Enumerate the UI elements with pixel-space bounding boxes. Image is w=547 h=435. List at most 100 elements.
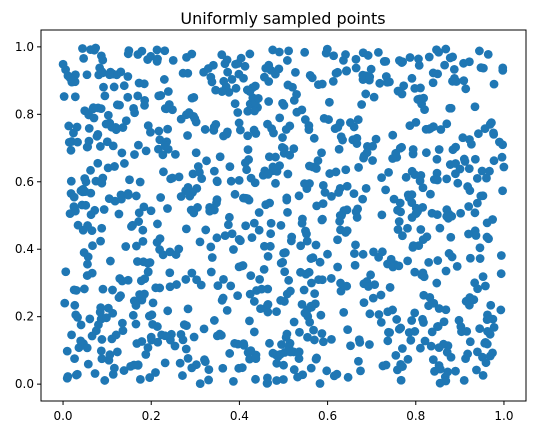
- data-point: [244, 155, 253, 164]
- data-point: [108, 141, 118, 151]
- data-point: [123, 92, 133, 102]
- data-point: [152, 322, 162, 331]
- data-point: [300, 47, 310, 57]
- data-point: [336, 286, 346, 296]
- data-point: [318, 181, 328, 190]
- data-point: [350, 249, 359, 258]
- data-point: [296, 241, 306, 251]
- data-point: [104, 194, 114, 203]
- data-point: [418, 202, 428, 212]
- data-point: [79, 248, 89, 257]
- data-point: [263, 169, 273, 179]
- data-point: [195, 237, 205, 247]
- data-point: [336, 132, 346, 142]
- data-point: [195, 379, 205, 389]
- data-point: [109, 82, 119, 92]
- data-point: [187, 363, 197, 373]
- data-point: [82, 343, 92, 353]
- data-point: [376, 317, 386, 327]
- data-point: [300, 179, 309, 189]
- data-point: [105, 350, 115, 360]
- data-point: [134, 78, 144, 88]
- data-point: [64, 121, 74, 131]
- data-point: [407, 73, 417, 83]
- data-point: [283, 80, 293, 90]
- data-point: [226, 176, 236, 186]
- data-point: [196, 280, 206, 290]
- data-point: [114, 293, 124, 302]
- data-point: [294, 191, 304, 201]
- data-point: [209, 125, 219, 135]
- data-point: [80, 106, 90, 116]
- data-point: [183, 131, 192, 140]
- data-point: [243, 145, 253, 155]
- data-point: [160, 46, 170, 56]
- data-point: [472, 198, 482, 208]
- data-point: [329, 371, 339, 381]
- data-point: [108, 369, 118, 379]
- data-point: [155, 234, 165, 244]
- data-point: [278, 133, 287, 142]
- data-point: [435, 364, 445, 374]
- data-point: [310, 289, 320, 298]
- data-point: [376, 290, 386, 300]
- data-point: [98, 284, 108, 294]
- data-point: [212, 177, 222, 187]
- data-point: [66, 176, 76, 186]
- data-point: [121, 242, 131, 251]
- data-point: [403, 223, 412, 233]
- data-point: [410, 267, 420, 277]
- data-point: [433, 256, 443, 265]
- data-point: [135, 374, 145, 384]
- data-point: [165, 268, 175, 278]
- scatter-points: [58, 43, 509, 389]
- data-point: [393, 225, 403, 234]
- data-point: [383, 307, 393, 317]
- data-point: [408, 145, 418, 154]
- data-point: [174, 172, 184, 182]
- data-point: [334, 144, 344, 154]
- data-point: [451, 366, 460, 376]
- data-point: [245, 49, 255, 59]
- data-point: [396, 359, 406, 369]
- data-point: [222, 129, 232, 139]
- data-point: [160, 358, 170, 368]
- data-point: [234, 175, 244, 185]
- data-point: [277, 340, 286, 349]
- data-point: [233, 108, 243, 117]
- data-point: [318, 337, 328, 347]
- data-point: [485, 166, 494, 176]
- data-point: [86, 210, 96, 220]
- data-point: [82, 70, 92, 80]
- data-point: [212, 198, 221, 208]
- data-point: [245, 354, 255, 364]
- data-point: [263, 284, 273, 294]
- data-point: [240, 61, 250, 71]
- data-point: [283, 207, 292, 217]
- data-point: [278, 98, 287, 108]
- data-point: [313, 156, 323, 166]
- data-point: [481, 338, 490, 347]
- data-point: [407, 213, 417, 222]
- data-point: [419, 318, 428, 327]
- data-point: [354, 335, 364, 345]
- data-point: [434, 343, 444, 352]
- data-point: [158, 150, 168, 160]
- data-point: [333, 235, 342, 245]
- data-point: [284, 46, 294, 56]
- data-point: [243, 106, 253, 116]
- data-point: [458, 133, 468, 143]
- data-point: [477, 166, 487, 176]
- data-point: [289, 317, 299, 327]
- data-point: [96, 236, 105, 246]
- data-point: [302, 236, 312, 246]
- data-point: [178, 371, 187, 380]
- data-point: [130, 108, 139, 118]
- data-point: [246, 173, 256, 183]
- data-point: [410, 308, 420, 318]
- data-point: [143, 121, 153, 131]
- data-point: [199, 324, 209, 334]
- data-point: [276, 258, 286, 268]
- data-point: [473, 284, 483, 294]
- data-point: [119, 81, 129, 91]
